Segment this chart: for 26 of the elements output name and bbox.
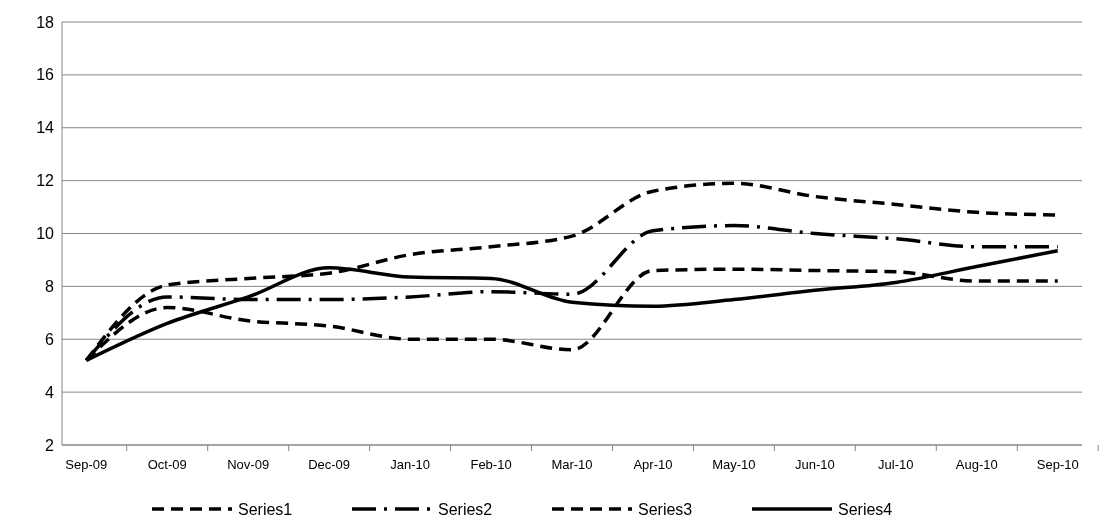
y-tick-label: 8 xyxy=(45,277,55,295)
x-tick-label: Sep-10 xyxy=(1036,457,1079,472)
legend-label: Series3 xyxy=(638,500,693,518)
x-tick-label: May-10 xyxy=(712,457,756,472)
x-tick-label: Aug-10 xyxy=(955,457,998,472)
x-tick-label: Dec-09 xyxy=(308,457,351,472)
y-tick-label: 6 xyxy=(45,330,55,348)
x-tick-label: Mar-10 xyxy=(551,457,593,472)
x-tick-label: Jul-10 xyxy=(878,457,914,472)
legend-label: Series4 xyxy=(838,500,893,518)
y-tick-label: 14 xyxy=(36,119,55,137)
y-tick-label: 4 xyxy=(45,383,55,401)
x-tick-label: Jun-10 xyxy=(794,457,835,472)
x-tick-label: Jan-10 xyxy=(390,457,430,472)
x-tick-label: Feb-10 xyxy=(470,457,512,472)
y-tick-label: 16 xyxy=(36,66,55,84)
x-tick-label: Nov-09 xyxy=(227,457,270,472)
x-tick-label: Sep-09 xyxy=(65,457,108,472)
x-tick-label: Oct-09 xyxy=(147,457,187,472)
legend-label: Series2 xyxy=(438,500,493,518)
y-tick-label: 2 xyxy=(45,436,55,454)
y-tick-label: 18 xyxy=(36,13,55,31)
legend-label: Series1 xyxy=(238,500,293,518)
y-tick-label: 12 xyxy=(36,172,55,190)
x-tick-label: Apr-10 xyxy=(633,457,673,472)
y-tick-label: 10 xyxy=(36,225,55,243)
